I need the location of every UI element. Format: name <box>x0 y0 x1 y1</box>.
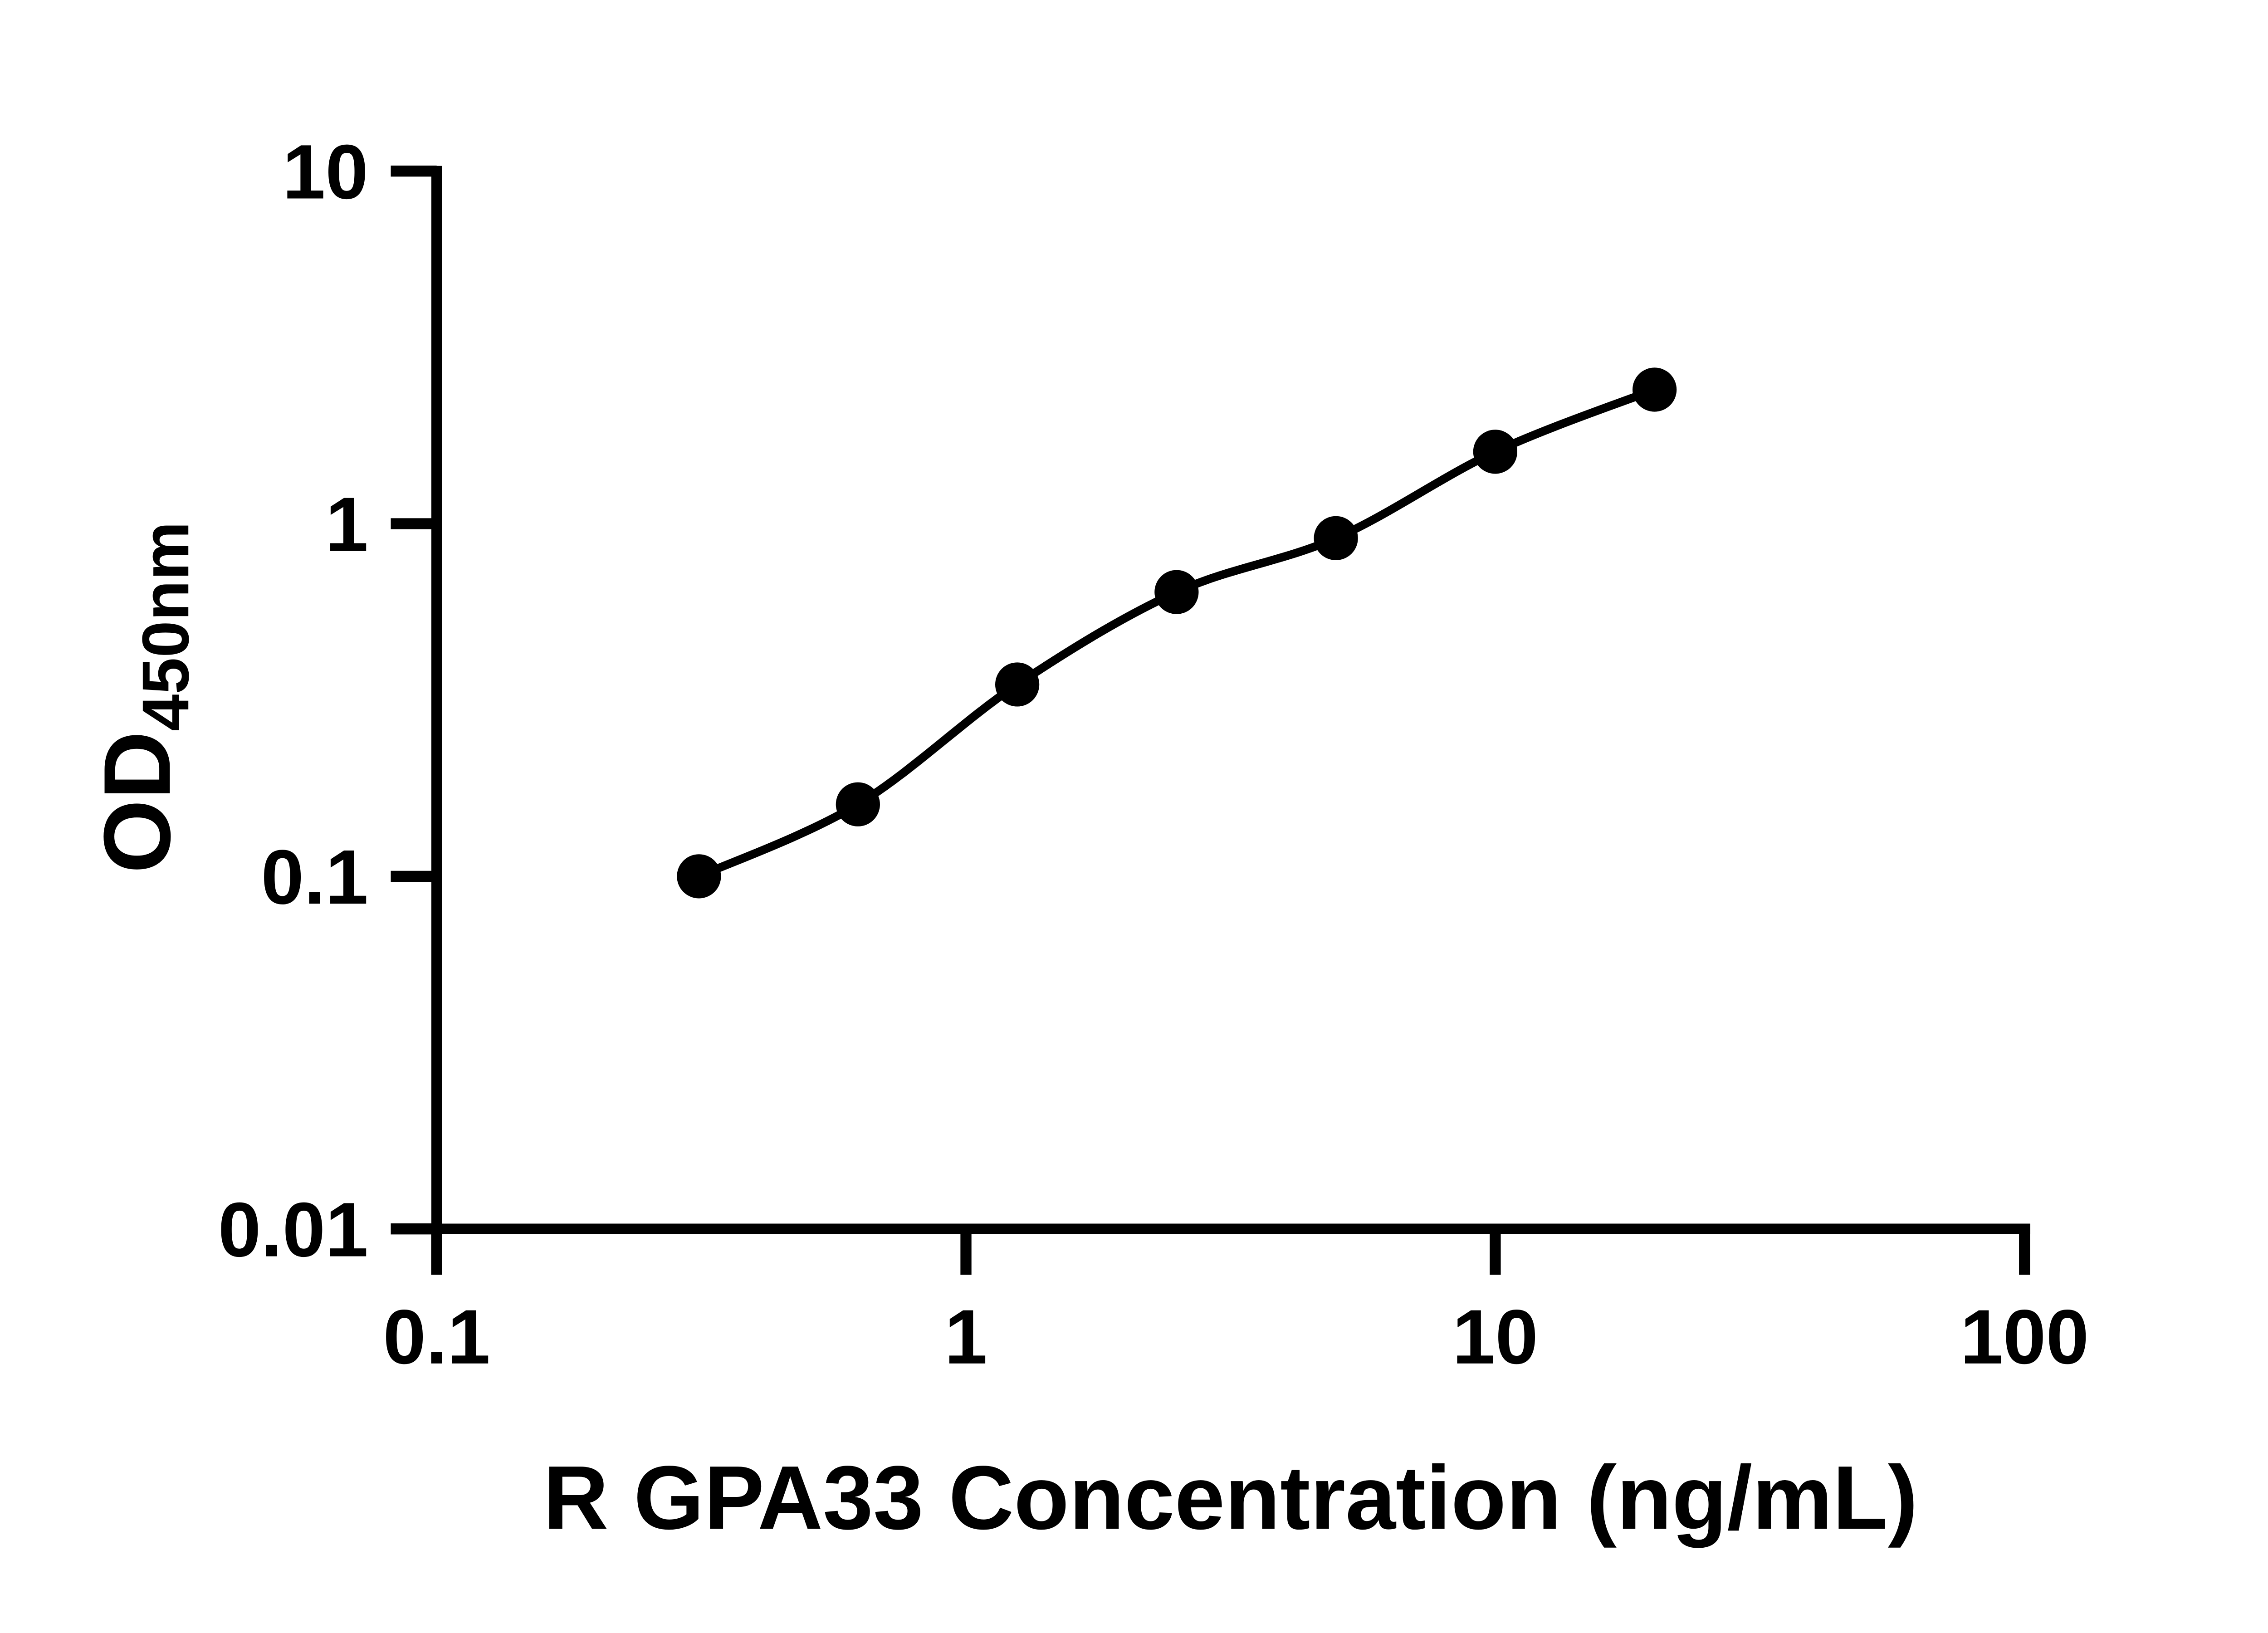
y-tick-label-1: 1 <box>325 482 368 568</box>
y-axis-title: OD450nm <box>84 522 202 874</box>
y-tick-label-0.01: 0.01 <box>218 1187 368 1273</box>
x-tick-label-0.1: 0.1 <box>383 1294 490 1380</box>
data-point-2.5 <box>1154 570 1199 614</box>
axes <box>391 166 2030 1275</box>
data-points <box>677 367 1677 899</box>
data-point-1.25 <box>995 662 1040 707</box>
x-axis-title: R GPA33 Concentration (ng/mL) <box>543 1447 1918 1548</box>
y-axis-title-main: OD <box>84 731 190 874</box>
data-point-20 <box>1633 367 1677 412</box>
data-point-5 <box>1314 516 1358 560</box>
y-tick-label-10: 10 <box>283 129 368 215</box>
y-tick-label-0.1: 0.1 <box>261 834 368 920</box>
x-tick-label-100: 100 <box>1960 1294 2089 1380</box>
data-point-10 <box>1473 430 1518 474</box>
x-tick-label-1: 1 <box>944 1294 987 1380</box>
data-point-0.313 <box>677 854 721 899</box>
x-tick-label-10: 10 <box>1452 1294 1538 1380</box>
data-point-0.625 <box>836 782 880 826</box>
y-axis-title-subscript: 450nm <box>128 522 202 731</box>
